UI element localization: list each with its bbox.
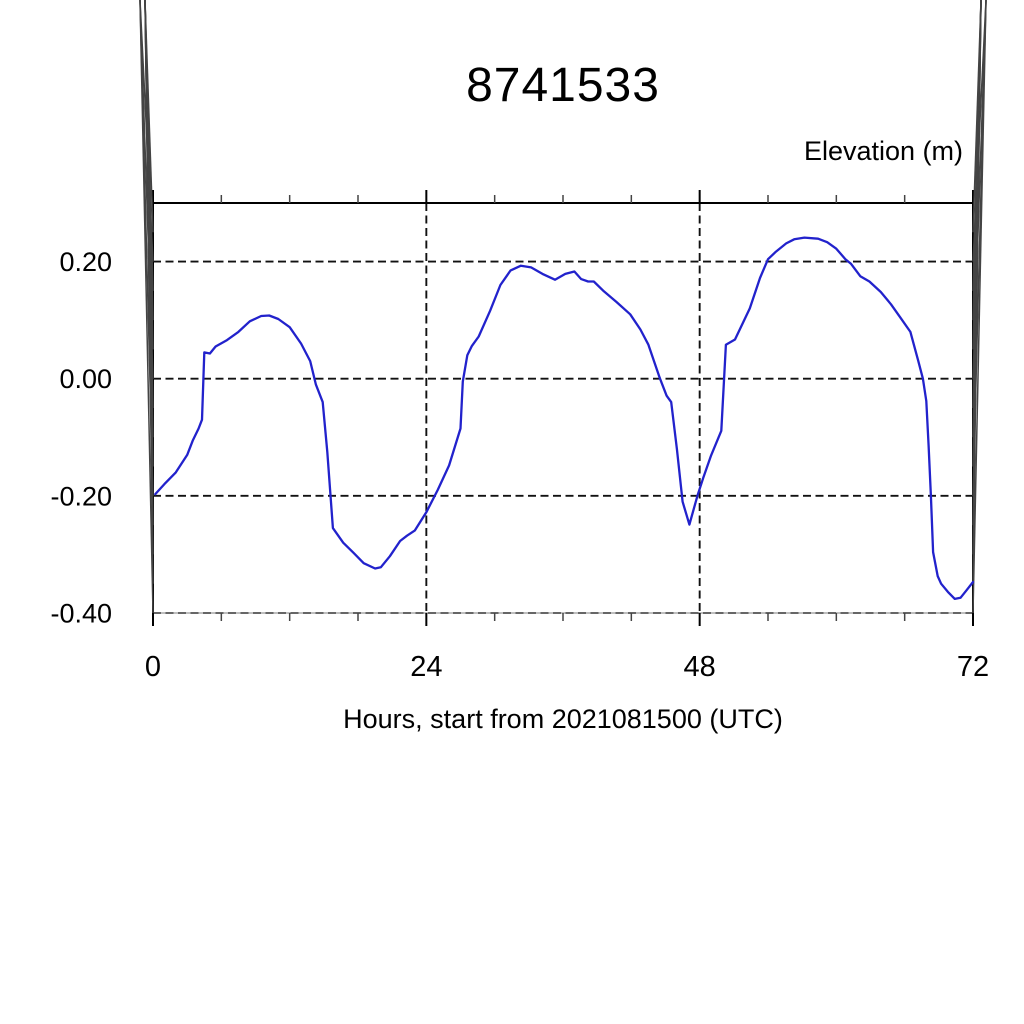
x-tick-label: 24 bbox=[410, 651, 442, 683]
x-axis-title: Hours, start from 2021081500 (UTC) bbox=[343, 704, 783, 734]
y-tick-label: 0.20 bbox=[59, 247, 112, 277]
x-tick-label: 48 bbox=[684, 651, 716, 683]
elevation-series-line bbox=[154, 236, 975, 601]
plot-frame bbox=[152, 202, 974, 614]
frame-left-top-right bbox=[152, 202, 974, 613]
major-gridlines bbox=[153, 203, 973, 614]
y-tick-labels: 0.20 0.00 -0.20 -0.40 bbox=[50, 247, 112, 628]
x-tick-label: 0 bbox=[145, 651, 161, 683]
chart-title: 8741533 bbox=[466, 59, 660, 112]
y-tick-label: -0.20 bbox=[50, 481, 112, 511]
minor-tick bbox=[144, 0, 154, 233]
y-tick-label: 0.00 bbox=[59, 364, 112, 394]
minor-tick bbox=[972, 0, 982, 233]
axis-ticks bbox=[139, 0, 987, 626]
x-tick-labels: 0 24 48 72 bbox=[145, 651, 989, 683]
x-tick-label: 72 bbox=[957, 651, 989, 683]
y-tick-label: -0.40 bbox=[50, 599, 112, 629]
minor-tick bbox=[972, 0, 987, 614]
minor-tick bbox=[139, 0, 154, 614]
y-axis-title: Elevation (m) bbox=[803, 136, 963, 166]
